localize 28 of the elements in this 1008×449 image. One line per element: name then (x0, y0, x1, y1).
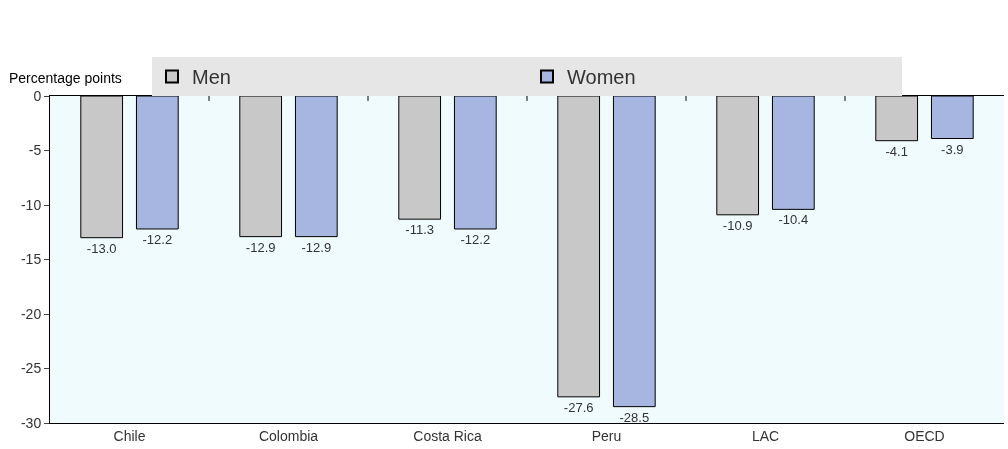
x-tick-label: OECD (904, 427, 945, 444)
text: -10.9 (722, 217, 753, 233)
text: -10.4 (778, 212, 809, 228)
text: -12.9 (245, 239, 276, 255)
text: -12.9 (301, 239, 332, 255)
y-tick-label: -15 (20, 251, 42, 268)
text: -28.5 (619, 409, 650, 425)
x-tick-label: Chile (113, 427, 146, 444)
text: -12.2 (460, 231, 491, 247)
text: -12.2 (142, 231, 173, 247)
legend-label: Women (567, 66, 636, 89)
text: -27.6 (563, 399, 594, 415)
x-tick-label: Colombia (258, 427, 319, 444)
y-tick-label: -5 (28, 142, 42, 159)
x-tick-label: Peru (591, 427, 622, 444)
y-tick-label: -10 (20, 196, 42, 213)
y-tick-label: -25 (20, 360, 42, 377)
y-tick-label: -30 (20, 414, 42, 431)
text: -3.9 (941, 141, 964, 157)
x-tick-label: Costa Rica (413, 427, 482, 444)
y-axis-title: Percentage points (9, 70, 122, 86)
y-tick-label: 0 (33, 87, 42, 104)
text: -13.0 (86, 240, 117, 256)
text: -4.1 (885, 143, 908, 159)
y-tick-label: -20 (20, 305, 42, 322)
legend-label: Men (192, 66, 231, 89)
x-tick-label: LAC (751, 427, 780, 444)
text: -11.3 (405, 222, 435, 238)
